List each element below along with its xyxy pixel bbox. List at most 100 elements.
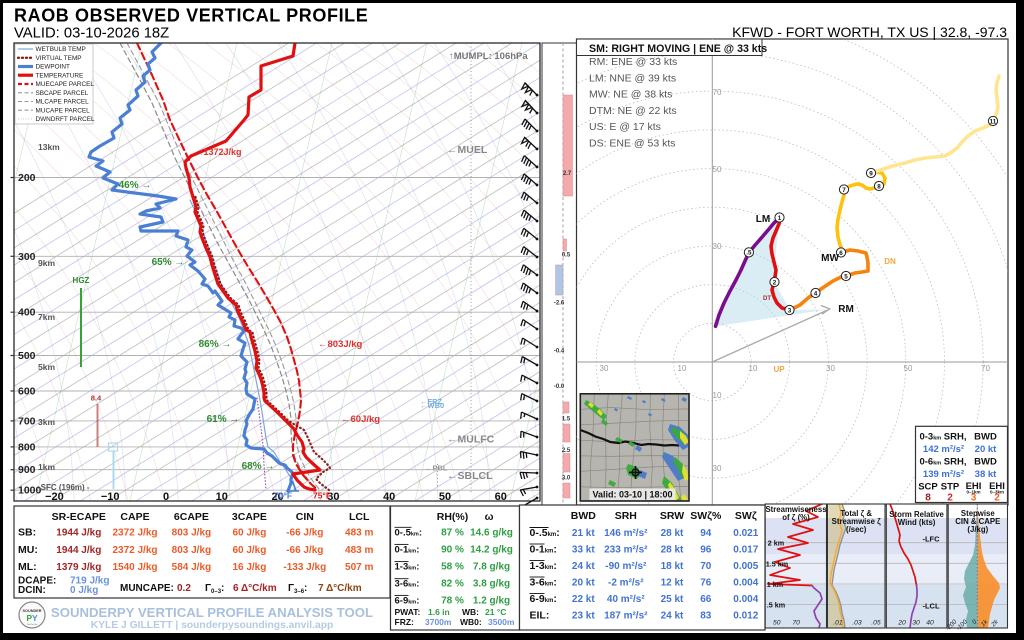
svg-text:146 m²/s²: 146 m²/s² xyxy=(604,528,648,539)
svg-text:RAOB OBSERVED VERTICAL PROFILE: RAOB OBSERVED VERTICAL PROFILE xyxy=(14,6,368,26)
svg-text:11: 11 xyxy=(990,118,997,125)
svg-text:10: 10 xyxy=(678,364,687,373)
svg-text:25 kt: 25 kt xyxy=(661,594,684,605)
svg-text:VIRTUAL TEMP: VIRTUAL TEMP xyxy=(36,55,82,62)
svg-text:RM: RM xyxy=(838,304,854,315)
svg-text:22 kt: 22 kt xyxy=(572,594,595,605)
svg-text:PY: PY xyxy=(26,613,38,623)
svg-text:〜〜〜: 〜〜〜 xyxy=(27,623,38,627)
svg-text:3.0: 3.0 xyxy=(562,476,571,482)
svg-text:BWD: BWD xyxy=(571,510,596,522)
svg-text:719 J/kg: 719 J/kg xyxy=(70,576,109,587)
svg-text:3-6km:: 3-6km: xyxy=(530,577,557,589)
svg-text:3700m: 3700m xyxy=(425,617,452,627)
svg-text:0-.5km:: 0-.5km: xyxy=(395,527,423,538)
svg-text:WB0:: WB0: xyxy=(460,617,482,627)
svg-text:60 J/kg: 60 J/kg xyxy=(232,545,266,556)
svg-text:20: 20 xyxy=(271,491,283,503)
svg-text:20 kt: 20 kt xyxy=(975,444,997,455)
svg-text:Valid: 03-10 | 18:00: Valid: 03-10 | 18:00 xyxy=(592,490,672,500)
svg-text:6-9km:: 6-9km: xyxy=(395,595,420,606)
svg-text:Streamwise ζ: Streamwise ζ xyxy=(832,517,882,526)
svg-text:33 kt: 33 kt xyxy=(572,545,595,556)
svg-text:Stepwise: Stepwise xyxy=(961,509,995,518)
svg-text:0 J/kg: 0 J/kg xyxy=(70,585,98,596)
svg-text:30: 30 xyxy=(713,464,722,473)
svg-text:30: 30 xyxy=(600,364,609,373)
svg-text:46% →: 46% → xyxy=(119,180,152,191)
svg-text:←60J/kg: ←60J/kg xyxy=(341,414,380,425)
svg-text:68% →: 68% → xyxy=(242,461,275,472)
svg-text:60: 60 xyxy=(495,491,507,503)
svg-text:RM: ENE @ 33 kts: RM: ENE @ 33 kts xyxy=(589,56,677,68)
svg-text:200: 200 xyxy=(18,172,36,184)
svg-text:500: 500 xyxy=(18,350,36,362)
svg-text:584 J/kg: 584 J/kg xyxy=(172,562,211,573)
svg-text:.03: .03 xyxy=(852,620,862,627)
svg-text:VALID: 03-10-2026 18Z: VALID: 03-10-2026 18Z xyxy=(14,26,169,42)
svg-text:MW: NE @ 38 kts: MW: NE @ 38 kts xyxy=(589,89,672,101)
svg-text:SWζ%: SWζ% xyxy=(690,510,722,522)
svg-text:50: 50 xyxy=(773,620,781,627)
svg-text:7.8 g/kg: 7.8 g/kg xyxy=(473,562,510,573)
svg-text:600: 600 xyxy=(18,385,36,397)
svg-text:DT: DT xyxy=(763,296,771,302)
svg-text:75°F: 75°F xyxy=(313,491,331,501)
svg-text:1944 J/kg: 1944 J/kg xyxy=(56,528,101,539)
svg-text:83: 83 xyxy=(700,611,712,622)
svg-text:50: 50 xyxy=(713,165,722,174)
svg-text:2: 2 xyxy=(947,493,953,504)
svg-text:PWAT:: PWAT: xyxy=(395,607,421,617)
svg-text:6: 6 xyxy=(839,250,843,257)
svg-text:←SBLCL: ←SBLCL xyxy=(447,470,493,482)
svg-text:CAPE: CAPE xyxy=(120,511,149,523)
svg-text:0.004: 0.004 xyxy=(733,594,758,605)
svg-text:803 J/kg: 803 J/kg xyxy=(172,528,211,539)
svg-text:0.004: 0.004 xyxy=(733,578,758,589)
svg-text:40: 40 xyxy=(383,491,395,503)
svg-text:←MUEL: ←MUEL xyxy=(447,144,488,156)
svg-text:24 kt: 24 kt xyxy=(661,611,684,622)
svg-text:8.4: 8.4 xyxy=(91,394,102,403)
svg-text:300: 300 xyxy=(18,251,36,263)
svg-text:LM: LM xyxy=(756,214,770,225)
svg-text:3.8 g/kg: 3.8 g/kg xyxy=(473,579,510,590)
svg-text:CIN & CAPE: CIN & CAPE xyxy=(955,517,1000,526)
svg-text:SBCAPE PARCEL: SBCAPE PARCEL xyxy=(36,90,89,97)
svg-text:142 m²/s²: 142 m²/s² xyxy=(923,444,964,455)
svg-text:6-9km:: 6-9km: xyxy=(530,593,557,605)
svg-text:2: 2 xyxy=(773,279,777,286)
svg-text:1540 J/kg: 1540 J/kg xyxy=(112,562,157,573)
svg-text:50: 50 xyxy=(904,364,913,373)
svg-text:0.2: 0.2 xyxy=(177,583,191,594)
svg-text:BWD: BWD xyxy=(974,432,997,443)
svg-text:ML:: ML: xyxy=(18,561,37,573)
svg-text:1: 1 xyxy=(778,215,782,222)
svg-text:6CAPE: 6CAPE xyxy=(174,511,209,523)
svg-text:70: 70 xyxy=(981,364,990,373)
svg-text:24 kt: 24 kt xyxy=(572,561,595,572)
svg-text:2.5: 2.5 xyxy=(562,448,571,454)
svg-text:60 J/kg: 60 J/kg xyxy=(232,528,266,539)
svg-text:18 kt: 18 kt xyxy=(661,561,684,572)
svg-text:40: 40 xyxy=(926,620,934,627)
svg-text:3km: 3km xyxy=(38,417,55,427)
svg-text:87 %: 87 % xyxy=(441,527,464,538)
svg-text:4: 4 xyxy=(814,290,818,297)
svg-text:SRH: SRH xyxy=(615,510,637,522)
svg-text:66: 66 xyxy=(700,594,712,605)
svg-text:MUNCAPE:: MUNCAPE: xyxy=(120,583,174,594)
svg-text:139 m²/s²: 139 m²/s² xyxy=(923,469,964,480)
svg-text:LCL: LCL xyxy=(349,511,370,523)
svg-text:30: 30 xyxy=(912,620,920,627)
svg-text:14.6 g/kg: 14.6 g/kg xyxy=(470,527,513,538)
svg-text:803 J/kg: 803 J/kg xyxy=(172,545,211,556)
svg-text:.5 km: .5 km xyxy=(767,601,785,610)
svg-text:RH(%): RH(%) xyxy=(437,511,469,523)
svg-text:SB:: SB: xyxy=(18,527,36,539)
svg-text:←MULFC: ←MULFC xyxy=(447,434,495,446)
svg-text:900: 900 xyxy=(18,464,36,476)
svg-text:7: 7 xyxy=(842,187,846,194)
svg-text:483 m: 483 m xyxy=(345,528,373,539)
svg-text:DCAPE:: DCAPE: xyxy=(18,576,56,587)
